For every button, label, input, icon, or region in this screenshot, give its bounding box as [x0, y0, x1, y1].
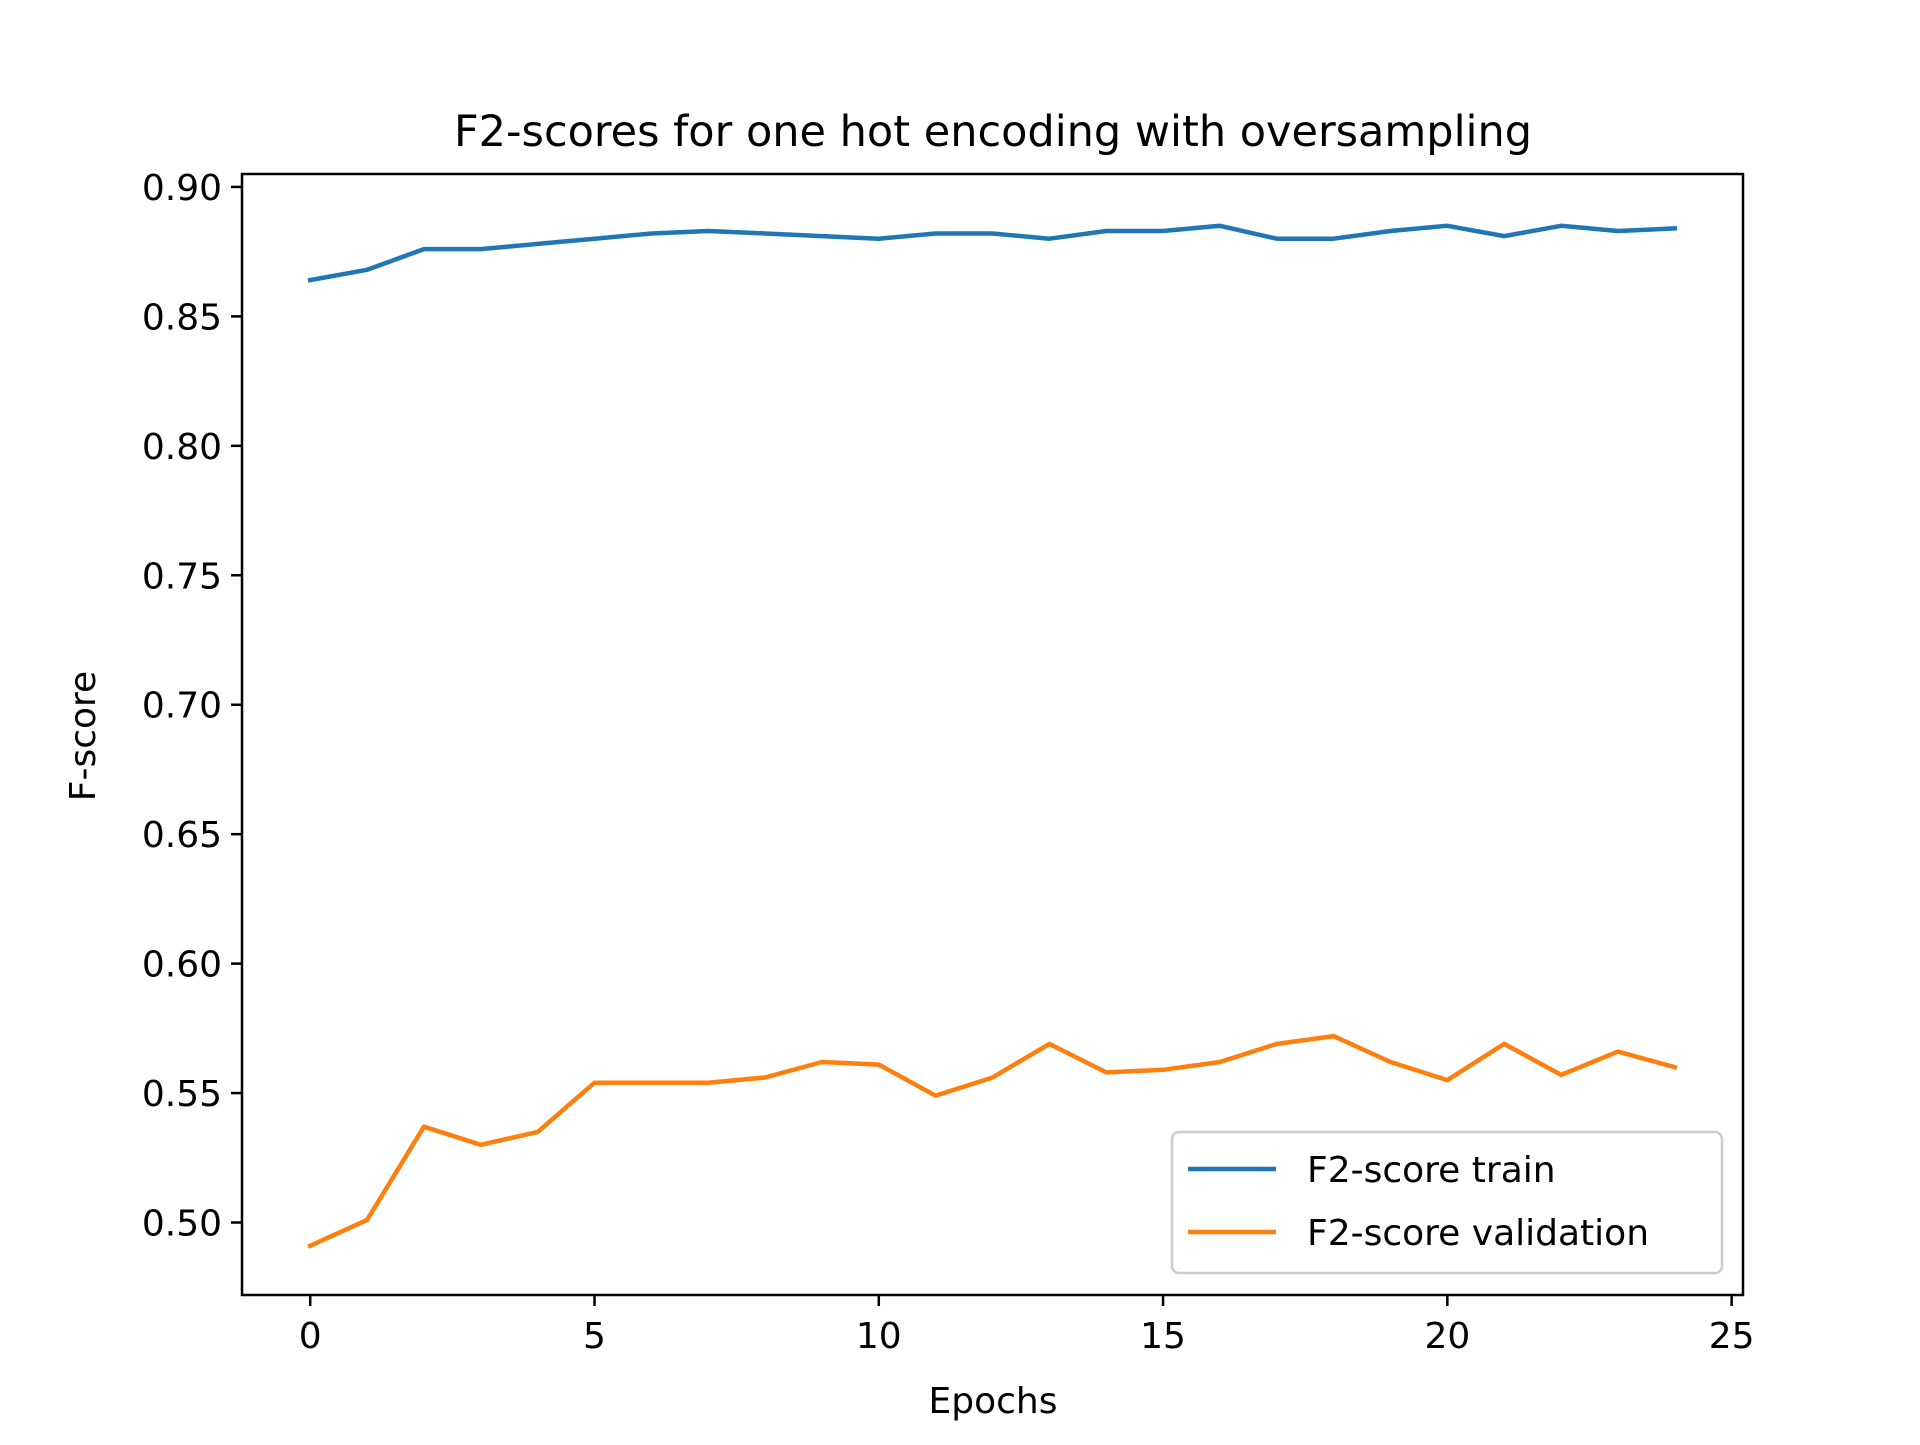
plot-lines	[307, 223, 1678, 1249]
y-tick-label: 0.80	[142, 427, 222, 468]
x-axis: 0 5 10 15 20 25	[299, 1295, 1755, 1357]
x-tick-label: 5	[583, 1316, 606, 1357]
y-tick-label: 0.75	[142, 556, 222, 597]
series-line-train	[307, 223, 1678, 283]
x-tick-label: 25	[1709, 1316, 1755, 1357]
y-tick-label: 0.85	[142, 297, 222, 338]
legend-box	[1170, 1130, 1724, 1275]
legend: F2-score train F2-score validation	[1170, 1130, 1724, 1275]
y-tick-label: 0.55	[142, 1074, 222, 1115]
y-tick-label: 0.90	[142, 168, 222, 209]
y-tick-label: 0.60	[142, 945, 222, 986]
y-axis: 0.50 0.55 0.60 0.65 0.70 0.75 0.80 0.85 0.90	[142, 168, 242, 1245]
series-line-validation	[307, 1033, 1678, 1249]
chart-title: F2-scores for one hot encoding with over…	[454, 107, 1532, 157]
x-tick-label: 0	[299, 1316, 322, 1357]
x-axis-label: Epochs	[929, 1381, 1058, 1422]
x-tick-label: 20	[1424, 1316, 1470, 1357]
y-tick-label: 0.70	[142, 686, 222, 727]
y-tick-label: 0.65	[142, 815, 222, 856]
legend-label-validation: F2-score validation	[1307, 1213, 1649, 1254]
plot-frame	[240, 172, 1745, 1297]
x-tick-label: 15	[1140, 1316, 1186, 1357]
legend-label-train: F2-score train	[1307, 1150, 1556, 1191]
y-tick-label: 0.50	[142, 1204, 222, 1245]
y-axis-label: F-score	[63, 671, 104, 801]
x-tick-label: 10	[856, 1316, 902, 1357]
